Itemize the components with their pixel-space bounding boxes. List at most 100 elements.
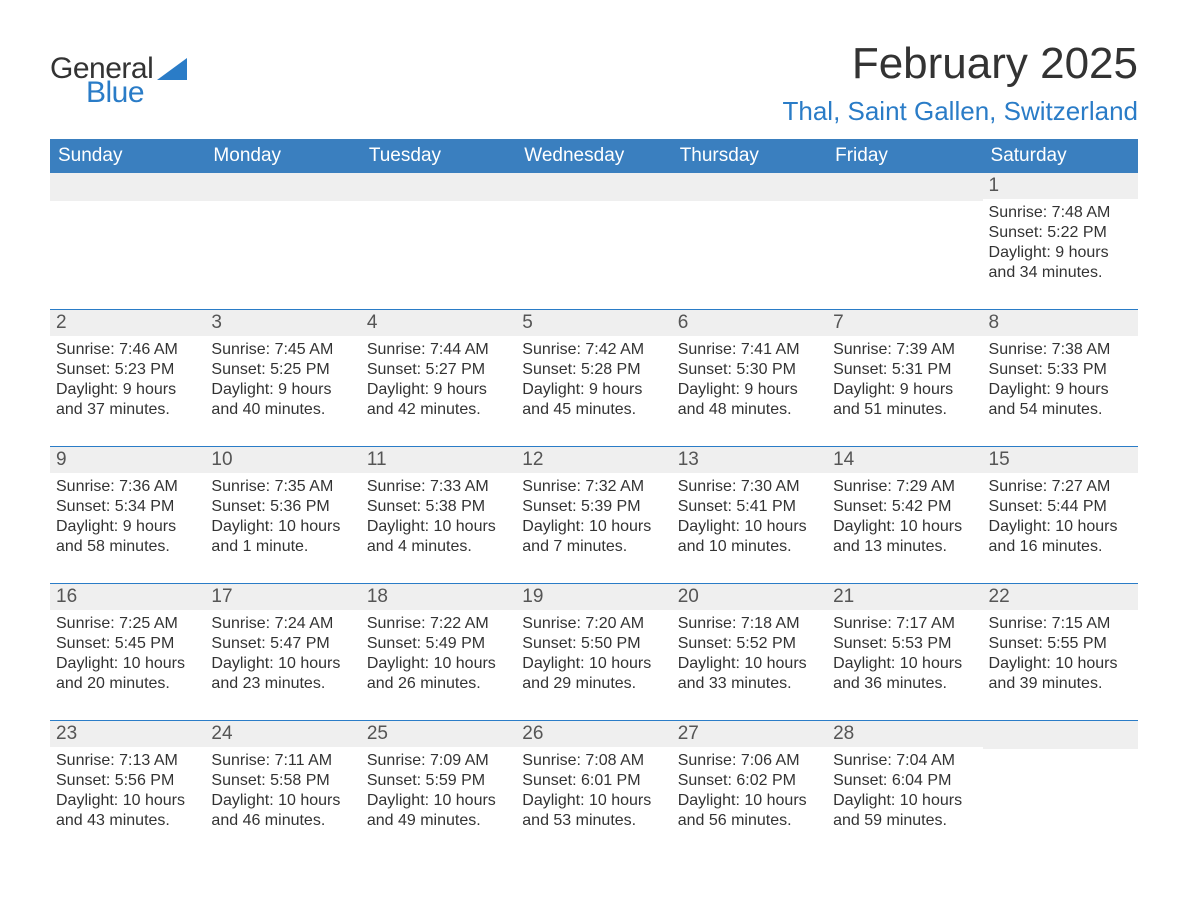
daylight-text-2: and 20 minutes. [56, 674, 199, 694]
day-body: Sunrise: 7:11 AMSunset: 5:58 PMDaylight:… [205, 747, 360, 831]
daylight-text-1: Daylight: 10 hours [678, 791, 821, 811]
sunset-text: Sunset: 6:02 PM [678, 771, 821, 791]
daylight-text-2: and 23 minutes. [211, 674, 354, 694]
day-number: 9 [50, 447, 205, 473]
dow-thursday: Thursday [672, 139, 827, 173]
sunrise-text: Sunrise: 7:48 AM [989, 203, 1132, 223]
day-number: 8 [983, 310, 1138, 336]
dow-tuesday: Tuesday [361, 139, 516, 173]
day-number: 5 [516, 310, 671, 336]
sunrise-text: Sunrise: 7:15 AM [989, 614, 1132, 634]
sunrise-text: Sunrise: 7:06 AM [678, 751, 821, 771]
day-body: Sunrise: 7:24 AMSunset: 5:47 PMDaylight:… [205, 610, 360, 694]
daylight-text-2: and 51 minutes. [833, 400, 976, 420]
daylight-text-2: and 39 minutes. [989, 674, 1132, 694]
day-number: 17 [205, 584, 360, 610]
daylight-text-1: Daylight: 10 hours [367, 654, 510, 674]
day-body: Sunrise: 7:45 AMSunset: 5:25 PMDaylight:… [205, 336, 360, 420]
sunset-text: Sunset: 5:45 PM [56, 634, 199, 654]
daylight-text-1: Daylight: 10 hours [211, 654, 354, 674]
brand-part2: Blue [86, 78, 187, 108]
week-row: 23Sunrise: 7:13 AMSunset: 5:56 PMDayligh… [50, 720, 1138, 839]
daylight-text-2: and 33 minutes. [678, 674, 821, 694]
day-cell: 1Sunrise: 7:48 AMSunset: 5:22 PMDaylight… [983, 173, 1138, 291]
day-body: Sunrise: 7:36 AMSunset: 5:34 PMDaylight:… [50, 473, 205, 557]
sunset-text: Sunset: 5:28 PM [522, 360, 665, 380]
day-number: 21 [827, 584, 982, 610]
day-cell: 4Sunrise: 7:44 AMSunset: 5:27 PMDaylight… [361, 310, 516, 428]
day-body: Sunrise: 7:48 AMSunset: 5:22 PMDaylight:… [983, 199, 1138, 283]
day-number: 6 [672, 310, 827, 336]
sunrise-text: Sunrise: 7:38 AM [989, 340, 1132, 360]
day-number [827, 173, 982, 201]
daylight-text-2: and 49 minutes. [367, 811, 510, 831]
day-number: 1 [983, 173, 1138, 199]
day-number [516, 173, 671, 201]
sunset-text: Sunset: 5:53 PM [833, 634, 976, 654]
sunset-text: Sunset: 5:56 PM [56, 771, 199, 791]
sunset-text: Sunset: 6:04 PM [833, 771, 976, 791]
sunrise-text: Sunrise: 7:33 AM [367, 477, 510, 497]
daylight-text-2: and 59 minutes. [833, 811, 976, 831]
day-number: 25 [361, 721, 516, 747]
weeks-container: 1Sunrise: 7:48 AMSunset: 5:22 PMDaylight… [50, 173, 1138, 839]
day-number: 22 [983, 584, 1138, 610]
day-number: 11 [361, 447, 516, 473]
sunrise-text: Sunrise: 7:42 AM [522, 340, 665, 360]
daylight-text-1: Daylight: 10 hours [56, 791, 199, 811]
page: General Blue February 2025 Thal, Saint G… [0, 0, 1188, 918]
day-body: Sunrise: 7:33 AMSunset: 5:38 PMDaylight:… [361, 473, 516, 557]
day-body: Sunrise: 7:35 AMSunset: 5:36 PMDaylight:… [205, 473, 360, 557]
day-body: Sunrise: 7:20 AMSunset: 5:50 PMDaylight:… [516, 610, 671, 694]
sunset-text: Sunset: 5:41 PM [678, 497, 821, 517]
sunrise-text: Sunrise: 7:35 AM [211, 477, 354, 497]
day-cell: 14Sunrise: 7:29 AMSunset: 5:42 PMDayligh… [827, 447, 982, 565]
sunrise-text: Sunrise: 7:44 AM [367, 340, 510, 360]
day-cell: 8Sunrise: 7:38 AMSunset: 5:33 PMDaylight… [983, 310, 1138, 428]
sunset-text: Sunset: 5:59 PM [367, 771, 510, 791]
sunset-text: Sunset: 5:30 PM [678, 360, 821, 380]
day-cell [827, 173, 982, 291]
sunset-text: Sunset: 5:47 PM [211, 634, 354, 654]
daylight-text-1: Daylight: 10 hours [833, 654, 976, 674]
daylight-text-2: and 42 minutes. [367, 400, 510, 420]
daylight-text-2: and 37 minutes. [56, 400, 199, 420]
daylight-text-2: and 16 minutes. [989, 537, 1132, 557]
sunrise-text: Sunrise: 7:39 AM [833, 340, 976, 360]
dow-friday: Friday [827, 139, 982, 173]
day-cell: 13Sunrise: 7:30 AMSunset: 5:41 PMDayligh… [672, 447, 827, 565]
day-body: Sunrise: 7:25 AMSunset: 5:45 PMDaylight:… [50, 610, 205, 694]
daylight-text-1: Daylight: 10 hours [211, 791, 354, 811]
day-cell: 23Sunrise: 7:13 AMSunset: 5:56 PMDayligh… [50, 721, 205, 839]
daylight-text-2: and 48 minutes. [678, 400, 821, 420]
day-body: Sunrise: 7:44 AMSunset: 5:27 PMDaylight:… [361, 336, 516, 420]
daylight-text-1: Daylight: 10 hours [211, 517, 354, 537]
dow-monday: Monday [205, 139, 360, 173]
daylight-text-2: and 53 minutes. [522, 811, 665, 831]
day-cell: 18Sunrise: 7:22 AMSunset: 5:49 PMDayligh… [361, 584, 516, 702]
day-number: 7 [827, 310, 982, 336]
daylight-text-1: Daylight: 10 hours [367, 517, 510, 537]
daylight-text-1: Daylight: 9 hours [522, 380, 665, 400]
day-number: 13 [672, 447, 827, 473]
day-cell: 28Sunrise: 7:04 AMSunset: 6:04 PMDayligh… [827, 721, 982, 839]
daylight-text-2: and 1 minute. [211, 537, 354, 557]
daylight-text-1: Daylight: 9 hours [833, 380, 976, 400]
sunrise-text: Sunrise: 7:20 AM [522, 614, 665, 634]
sunrise-text: Sunrise: 7:17 AM [833, 614, 976, 634]
dow-saturday: Saturday [983, 139, 1138, 173]
daylight-text-1: Daylight: 10 hours [522, 791, 665, 811]
day-cell: 24Sunrise: 7:11 AMSunset: 5:58 PMDayligh… [205, 721, 360, 839]
daylight-text-2: and 54 minutes. [989, 400, 1132, 420]
week-row: 2Sunrise: 7:46 AMSunset: 5:23 PMDaylight… [50, 309, 1138, 428]
sunset-text: Sunset: 5:36 PM [211, 497, 354, 517]
daylight-text-1: Daylight: 10 hours [833, 517, 976, 537]
day-body: Sunrise: 7:41 AMSunset: 5:30 PMDaylight:… [672, 336, 827, 420]
dow-sunday: Sunday [50, 139, 205, 173]
title-block: February 2025 Thal, Saint Gallen, Switze… [782, 40, 1138, 127]
daylight-text-2: and 36 minutes. [833, 674, 976, 694]
sunrise-text: Sunrise: 7:30 AM [678, 477, 821, 497]
day-body: Sunrise: 7:18 AMSunset: 5:52 PMDaylight:… [672, 610, 827, 694]
day-body: Sunrise: 7:09 AMSunset: 5:59 PMDaylight:… [361, 747, 516, 831]
week-row: 9Sunrise: 7:36 AMSunset: 5:34 PMDaylight… [50, 446, 1138, 565]
